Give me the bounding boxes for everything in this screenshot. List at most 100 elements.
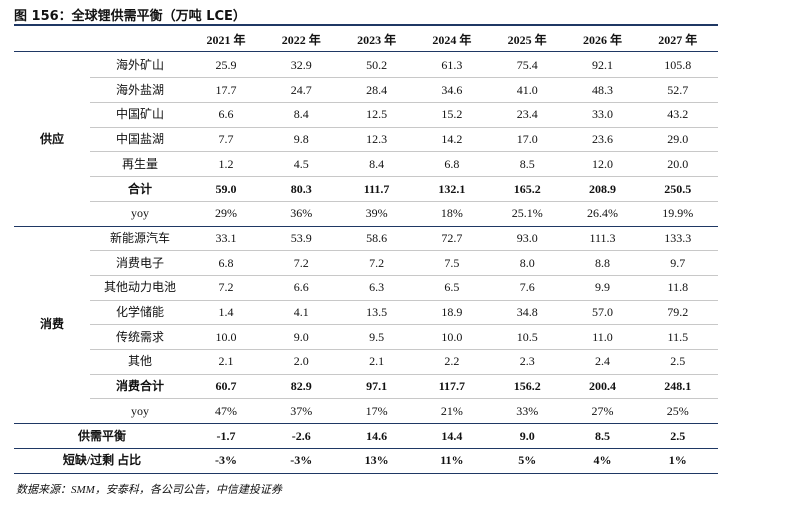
cell: 4.5 bbox=[293, 156, 309, 171]
cell: 6.5 bbox=[444, 280, 460, 295]
cell: 9.8 bbox=[293, 132, 309, 147]
cell: 34.8 bbox=[516, 305, 538, 319]
group-label: 消费 bbox=[39, 317, 65, 332]
cell: 28.4 bbox=[366, 82, 388, 97]
cell: 72.7 bbox=[441, 230, 463, 245]
cell: 32.9 bbox=[290, 58, 312, 72]
column-header: 2021 年 bbox=[206, 33, 246, 47]
cell: 27% bbox=[591, 403, 614, 418]
row-label: 传统需求 bbox=[115, 329, 165, 344]
cell: 2.1 bbox=[218, 354, 234, 369]
cell: 132.1 bbox=[438, 181, 466, 196]
rule bbox=[90, 299, 718, 301]
cell: 52.7 bbox=[667, 82, 689, 97]
cell: 2.5 bbox=[670, 354, 686, 369]
cell: -2.6 bbox=[291, 428, 311, 443]
cell: 10.0 bbox=[215, 329, 237, 344]
cell: -3% bbox=[215, 453, 237, 468]
cell: 18% bbox=[440, 206, 463, 221]
cell: 111.3 bbox=[589, 230, 616, 245]
cell: 156.2 bbox=[513, 379, 541, 394]
cell: 43.2 bbox=[667, 107, 689, 122]
column-header: 2025 年 bbox=[507, 33, 547, 47]
cell: 9.5 bbox=[369, 329, 385, 344]
cell: 33% bbox=[516, 403, 539, 418]
cell: 9.7 bbox=[670, 255, 686, 270]
cell: 6.6 bbox=[218, 107, 234, 122]
rule bbox=[14, 447, 718, 449]
cell: 34.6 bbox=[441, 82, 463, 97]
cell: 97.1 bbox=[366, 379, 388, 394]
cell: 19.9% bbox=[662, 206, 694, 221]
group-label: 供应 bbox=[39, 132, 65, 147]
cell: 6.6 bbox=[293, 280, 309, 295]
rule bbox=[90, 77, 718, 79]
cell: 59.0 bbox=[215, 181, 237, 196]
row-label: yoy bbox=[131, 206, 149, 221]
row-label: 海外盐湖 bbox=[115, 82, 165, 97]
column-header: 2024 年 bbox=[432, 33, 472, 47]
cell: 53.9 bbox=[290, 230, 312, 245]
rule bbox=[14, 51, 718, 52]
cell: 200.4 bbox=[589, 379, 616, 394]
cell: -1.7 bbox=[216, 428, 236, 443]
cell: 13% bbox=[364, 453, 389, 468]
cell: 50.2 bbox=[366, 58, 388, 72]
cell: -3% bbox=[290, 453, 313, 468]
row-label: 中国矿山 bbox=[115, 107, 165, 122]
rule bbox=[90, 176, 718, 178]
cell: 6.8 bbox=[218, 255, 234, 270]
cell: 7.2 bbox=[218, 280, 234, 295]
cell: 82.9 bbox=[290, 379, 312, 394]
row-label: 消费电子 bbox=[115, 255, 165, 270]
row-label: 中国盐湖 bbox=[115, 132, 165, 147]
row-label: 其他 bbox=[127, 354, 153, 369]
cell: 25.1% bbox=[511, 206, 543, 221]
rule bbox=[90, 151, 718, 153]
cell: 14.4 bbox=[441, 428, 463, 443]
cell: 2.5 bbox=[670, 428, 686, 443]
rule bbox=[90, 373, 718, 375]
cell: 25.9 bbox=[215, 58, 237, 72]
rule bbox=[90, 102, 718, 104]
cell: 75.4 bbox=[516, 58, 538, 72]
cell: 8.4 bbox=[369, 156, 385, 171]
cell: 208.9 bbox=[589, 181, 616, 196]
cell: 12.3 bbox=[366, 132, 388, 147]
rule bbox=[90, 200, 718, 202]
cell: 41.0 bbox=[516, 82, 538, 97]
cell: 15.2 bbox=[441, 107, 463, 122]
cell: 48.3 bbox=[592, 82, 613, 97]
cell: 33.1 bbox=[215, 230, 237, 245]
cell: 248.1 bbox=[664, 379, 692, 394]
cell: 4.1 bbox=[293, 305, 309, 319]
row-label: 合计 bbox=[127, 181, 153, 196]
row-label: 其他动力电池 bbox=[103, 280, 177, 295]
row-label: 海外矿山 bbox=[115, 58, 165, 72]
cell: 2.2 bbox=[444, 354, 460, 369]
cell: 14.6 bbox=[366, 428, 388, 443]
cell: 10.5 bbox=[516, 329, 538, 344]
rule bbox=[90, 349, 718, 351]
cell: 60.7 bbox=[215, 379, 237, 394]
cell: 117.7 bbox=[438, 379, 466, 394]
cell: 1.2 bbox=[218, 156, 234, 171]
row-label: 新能源汽车 bbox=[109, 230, 171, 245]
cell: 79.2 bbox=[667, 305, 689, 319]
column-header: 2026 年 bbox=[582, 33, 623, 47]
cell: 7.2 bbox=[293, 255, 309, 270]
cell: 17% bbox=[365, 403, 388, 418]
cell: 2.1 bbox=[369, 354, 385, 369]
row-label: yoy bbox=[131, 403, 149, 418]
cell: 92.1 bbox=[592, 58, 613, 72]
cell: 80.3 bbox=[290, 181, 312, 196]
cell: 11.5 bbox=[667, 329, 689, 344]
cell: 58.6 bbox=[366, 230, 388, 245]
cell: 9.0 bbox=[519, 428, 535, 443]
cell: 105.8 bbox=[664, 58, 692, 72]
row-label: 消费合计 bbox=[115, 379, 165, 394]
row-label: 再生量 bbox=[121, 156, 159, 171]
cell: 14.2 bbox=[441, 132, 463, 147]
cell: 2.4 bbox=[595, 354, 610, 369]
